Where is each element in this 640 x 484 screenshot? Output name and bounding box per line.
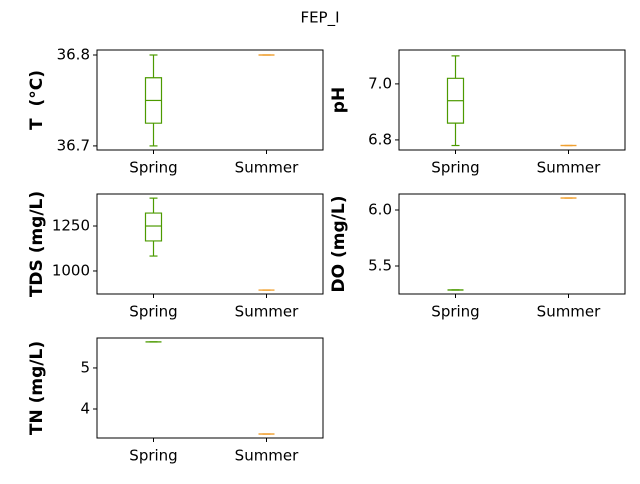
y-tick-label: 36.7	[57, 136, 90, 154]
y-tick-label: 5	[80, 358, 90, 376]
box	[446, 77, 465, 124]
y-axis-label: TN (mg/L)	[27, 341, 47, 435]
x-tick-label: Spring	[431, 303, 479, 321]
subplot: 4 5 Spring Summer TN (mg/L)	[27, 337, 324, 465]
y-axis-label: pH	[329, 87, 349, 113]
y-axis-label: DO (mg/L)	[329, 196, 349, 293]
x-tick-label: Spring	[129, 159, 177, 177]
x-tick-label: Summer	[235, 303, 299, 321]
subplot: 36.7 36.8 Spring Summer T (°C)	[27, 46, 324, 177]
plot-frame	[96, 337, 324, 439]
x-tick-label: Spring	[129, 447, 177, 465]
y-tick-label: 36.8	[57, 46, 90, 64]
y-tick-label: 7.0	[368, 74, 392, 92]
x-tick-label: Summer	[537, 303, 601, 321]
plot-frame	[398, 49, 626, 151]
y-tick-label: 4	[80, 399, 90, 417]
y-axis-label: TDS (mg/L)	[27, 191, 47, 297]
x-tick-label: Spring	[129, 303, 177, 321]
subplot: 6.8 7.0 Spring Summer pH	[329, 49, 626, 177]
plot-frame	[398, 193, 626, 295]
plot-frame	[96, 193, 324, 295]
y-tick-label: 6.8	[368, 130, 392, 148]
figure-title: FEP_I	[300, 9, 339, 28]
y-tick-label: 1250	[52, 217, 90, 235]
subplot: 5.5 6.0 Spring Summer DO (mg/L)	[329, 193, 626, 321]
y-tick-label: 1000	[52, 261, 90, 279]
box	[144, 212, 163, 242]
x-tick-label: Summer	[235, 447, 299, 465]
x-tick-label: Spring	[431, 159, 479, 177]
x-tick-label: Summer	[537, 159, 601, 177]
subplot: 1000 1250 Spring Summer TDS (mg/L)	[27, 191, 324, 321]
x-tick-label: Summer	[235, 159, 299, 177]
y-tick-label: 6.0	[368, 201, 392, 219]
box	[144, 77, 163, 124]
y-axis-label: T (°C)	[27, 70, 47, 130]
y-tick-label: 5.5	[368, 257, 392, 275]
plot-frame	[96, 49, 324, 151]
